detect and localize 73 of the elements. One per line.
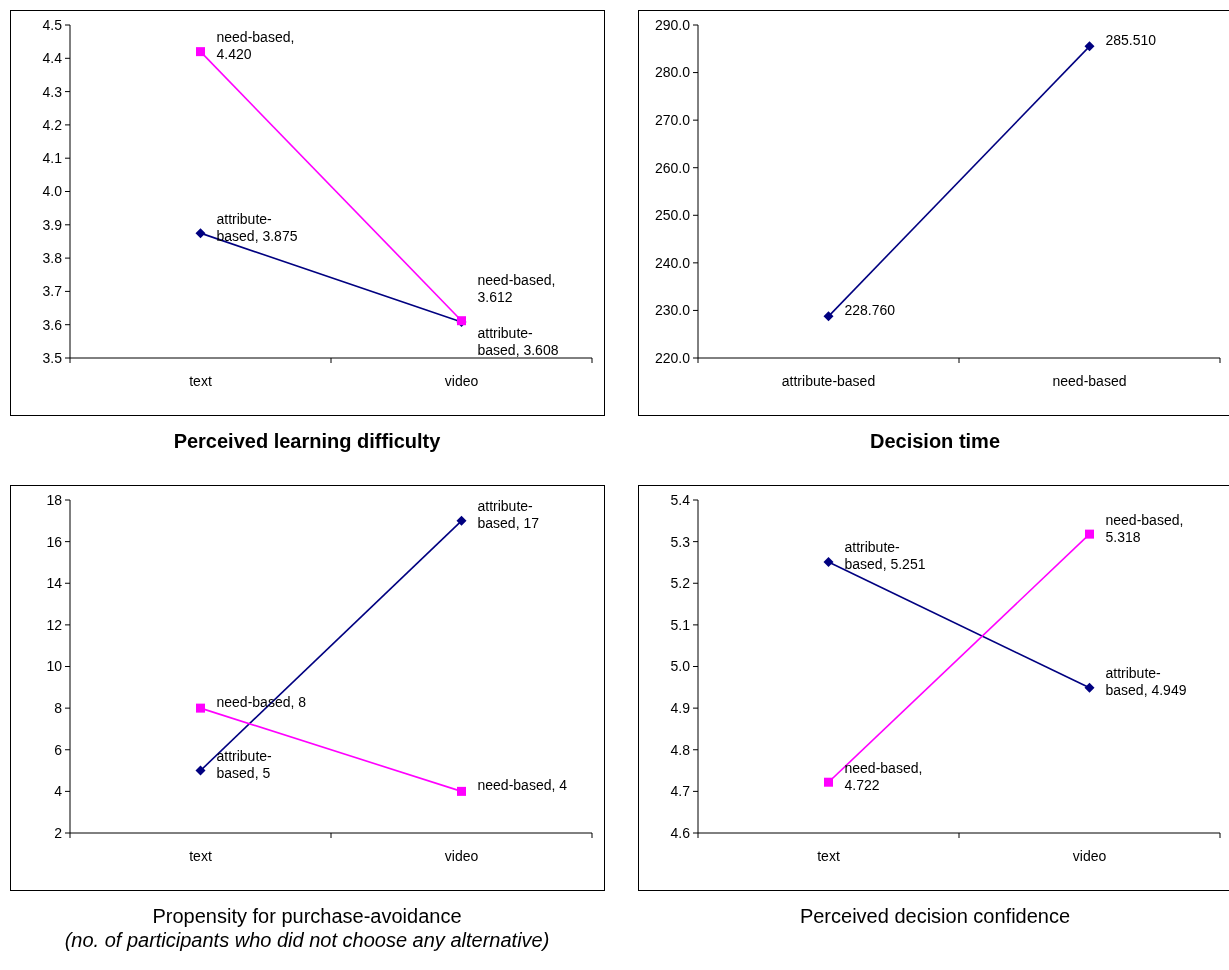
point [823,557,834,568]
point [824,777,833,787]
y-tick-label: 4.8 [670,741,691,758]
text: Perceived learning difficulty [173,430,442,452]
x-tick-label: text [189,373,212,389]
y-tick-label: 3.6 [42,316,63,333]
data-label: attribute-based, 4.949 [1105,665,1187,699]
y-tick-label: 4.0 [42,183,63,200]
y-tick-label: 4.2 [42,116,63,133]
y-tick-label: 5.0 [670,658,691,675]
data-label: 228.760 [844,302,896,319]
y-tick-label: 4.3 [42,83,63,100]
x-tick-label: video [1072,848,1107,864]
data-label: need-based, 4.722 [844,759,923,793]
y-tick-label: 4.5 [42,16,63,33]
point [1085,529,1094,539]
x-tick-label: need-based [1052,373,1127,389]
y-tick-label: 5.1 [670,616,691,633]
text: Decision time [869,430,1001,452]
y-tick-label: 220.0 [654,349,691,366]
x-tick-label: video [444,373,479,389]
data-label: need-based, 5.318 [1105,511,1184,545]
y-tick-label: 6 [54,741,63,758]
x-tick-label: text [189,848,212,864]
y-tick-label: 4 [54,783,63,800]
data-label: attribute-based, 3.875 [216,210,298,244]
y-tick-label: 12 [46,616,63,633]
data-label: need-based, 4 [477,777,568,794]
y-tick-label: 3.8 [42,250,63,266]
y-tick-label: 8 [54,700,63,717]
y-tick-label: 260.0 [654,159,691,176]
data-label: need-based, 3.612 [477,272,556,306]
data-label: attribute-based, 5 [216,747,273,781]
text: Perceived decision confidence [799,905,1071,927]
y-tick-label: 4.1 [42,150,63,167]
data-label: 285.510 [1105,32,1157,49]
data-label: need-based, 4.420 [216,29,295,63]
y-tick-label: 230.0 [654,302,691,319]
text: (no. of participants who did not choose any alternative) [64,929,550,951]
text: Propensity for purchase-avoidance [152,905,462,927]
y-tick-label: 2 [54,824,63,841]
point [196,703,205,713]
point [456,515,467,526]
data-label: attribute-based, 3.608 [477,325,559,359]
y-tick-label: 16 [46,533,63,550]
data-label: attribute-based, 5.251 [844,539,926,573]
y-tick-label: 4.7 [670,783,691,800]
y-tick-label: 3.5 [42,349,63,366]
y-tick-label: 3.7 [42,283,63,300]
y-tick-label: 4.4 [42,50,63,67]
y-tick-label: 290.0 [654,16,691,33]
point [1084,682,1095,693]
y-tick-label: 3.9 [42,216,63,233]
y-tick-label: 240.0 [654,254,691,271]
y-tick-label: 250.0 [654,207,691,224]
y-tick-label: 5.2 [670,575,691,592]
x-tick-label: attribute-based [781,373,876,389]
y-tick-label: 5.3 [670,533,691,550]
point [195,228,206,239]
point [196,47,205,57]
y-tick-label: 4.6 [670,824,691,841]
x-tick-label: text [817,848,840,864]
y-tick-label: 14 [46,575,63,592]
point [457,786,466,796]
y-tick-label: 280.0 [654,64,691,81]
data-label: attribute-based, 17 [477,498,540,532]
y-tick-label: 18 [46,491,63,508]
point [195,765,206,776]
y-tick-label: 270.0 [654,112,691,129]
y-tick-label: 4.9 [670,700,691,717]
y-tick-label: 10 [46,658,63,675]
y-tick-label: 5.4 [670,491,691,508]
x-tick-label: video [444,848,479,864]
